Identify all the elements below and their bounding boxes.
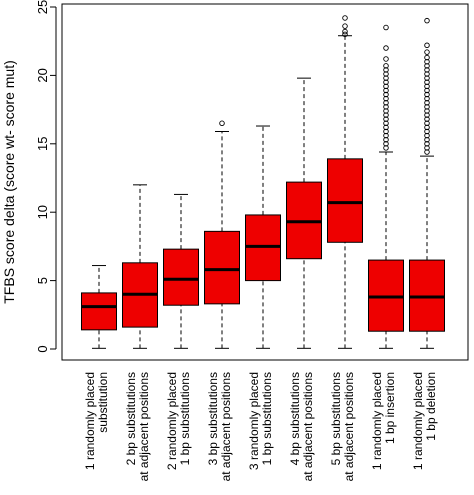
- category-label: 2 bp substitutions: [124, 372, 138, 465]
- y-tick-label: 15: [35, 137, 50, 151]
- y-axis-title: TFBS score delta (score wt- score mut): [1, 60, 17, 304]
- box-2: [122, 184, 158, 349]
- category-label: 3 randomly placed: [247, 372, 261, 470]
- box-iqr: [81, 292, 117, 331]
- outlier-point: [424, 128, 430, 135]
- category-label: at adjacent positions: [137, 372, 151, 481]
- outlier-point: [383, 112, 389, 118]
- outlier-point: [424, 83, 430, 90]
- outlier-point: [424, 136, 430, 143]
- outlier-point: [383, 67, 389, 73]
- outlier-point: [424, 132, 430, 139]
- outlier-point: [219, 120, 225, 127]
- category-label: 3 bp substitutions: [206, 372, 220, 465]
- category-label: at adjacent positions: [342, 372, 356, 481]
- outlier-point: [424, 71, 430, 77]
- plot-frame: [61, 3, 469, 361]
- box-3: [163, 193, 199, 349]
- outlier-point: [383, 24, 389, 31]
- outlier-point: [424, 149, 430, 155]
- outlier-point: [424, 141, 430, 147]
- category-label: at adjacent positions: [301, 372, 315, 481]
- outlier-point: [383, 91, 389, 98]
- outlier-point: [383, 63, 389, 69]
- box-6: [286, 77, 322, 349]
- outlier-point: [424, 145, 430, 151]
- outlier-point: [424, 63, 430, 69]
- box-7: [327, 15, 363, 349]
- outlier-point: [383, 136, 389, 143]
- outlier-point: [424, 95, 430, 102]
- box-iqr: [163, 248, 199, 306]
- box-iqr: [204, 230, 240, 305]
- outlier-point: [424, 54, 430, 61]
- y-tick-label: 0: [35, 345, 50, 352]
- y-tick-label: 10: [35, 205, 50, 219]
- outlier-point: [383, 116, 389, 122]
- outlier-point: [383, 132, 389, 139]
- outlier-point: [342, 31, 348, 38]
- outlier-point: [424, 100, 430, 106]
- outlier-point: [383, 100, 389, 106]
- outlier-point: [424, 112, 430, 118]
- outlier-point: [424, 120, 430, 127]
- category-label: at adjacent positions: [219, 372, 233, 481]
- box-1: [81, 265, 117, 349]
- outlier-point: [342, 28, 348, 35]
- outlier-point: [424, 79, 430, 85]
- box-8: [368, 24, 404, 349]
- outlier-point: [424, 116, 430, 122]
- box-5: [245, 125, 281, 349]
- outlier-point: [383, 141, 389, 147]
- outlier-point: [383, 124, 389, 131]
- category-label: 1 randomly placed: [370, 372, 384, 470]
- outlier-point: [383, 87, 389, 94]
- box-iqr: [327, 158, 363, 243]
- outlier-point: [342, 23, 348, 29]
- category-label: 5 bp substitutions: [329, 372, 343, 465]
- category-label: 4 bp substitutions: [288, 372, 302, 465]
- x-axis-labels: 1 randomly placed substitution 2 bp substi…: [83, 372, 438, 481]
- y-tick-label: 20: [35, 68, 50, 82]
- outlier-point: [383, 79, 389, 85]
- outlier-point: [383, 83, 389, 90]
- outlier-point: [383, 75, 389, 81]
- outlier-point: [424, 49, 430, 55]
- outlier-point: [383, 95, 389, 102]
- box-4: [204, 120, 240, 349]
- outlier-point: [424, 75, 430, 81]
- outlier-point: [424, 91, 430, 98]
- category-label: 2 randomly placed: [165, 372, 179, 470]
- outlier-point: [383, 45, 389, 51]
- box-9: [409, 17, 445, 349]
- outlier-point: [383, 128, 389, 135]
- category-label: 1 randomly placed: [411, 372, 425, 470]
- category-label: 1 bp substitutions: [178, 372, 192, 465]
- boxes: [81, 15, 445, 349]
- outlier-point: [424, 87, 430, 94]
- category-label: 1 bp insertion: [383, 372, 397, 444]
- outlier-point: [383, 104, 389, 110]
- outlier-point: [383, 120, 389, 127]
- outlier-point: [424, 108, 430, 114]
- category-label: substitution: [96, 372, 110, 433]
- outlier-point: [424, 124, 430, 131]
- outlier-point: [342, 15, 348, 21]
- outlier-point: [424, 42, 430, 49]
- category-label: 1 randomly placed: [83, 372, 97, 470]
- category-label: 1 bp deletion: [424, 372, 438, 441]
- y-axis: 0 5 10 15 20 25: [35, 0, 57, 353]
- y-tick-label: 5: [35, 277, 50, 284]
- outlier-point: [424, 58, 430, 65]
- outlier-point: [383, 145, 389, 151]
- category-label: 1 bp substitutions: [260, 372, 274, 465]
- y-tick-label: 25: [35, 0, 50, 14]
- outlier-point: [383, 71, 389, 77]
- outlier-point: [424, 67, 430, 73]
- outlier-point: [424, 17, 430, 24]
- outlier-point: [383, 56, 389, 62]
- outlier-point: [424, 104, 430, 110]
- outlier-point: [383, 108, 389, 114]
